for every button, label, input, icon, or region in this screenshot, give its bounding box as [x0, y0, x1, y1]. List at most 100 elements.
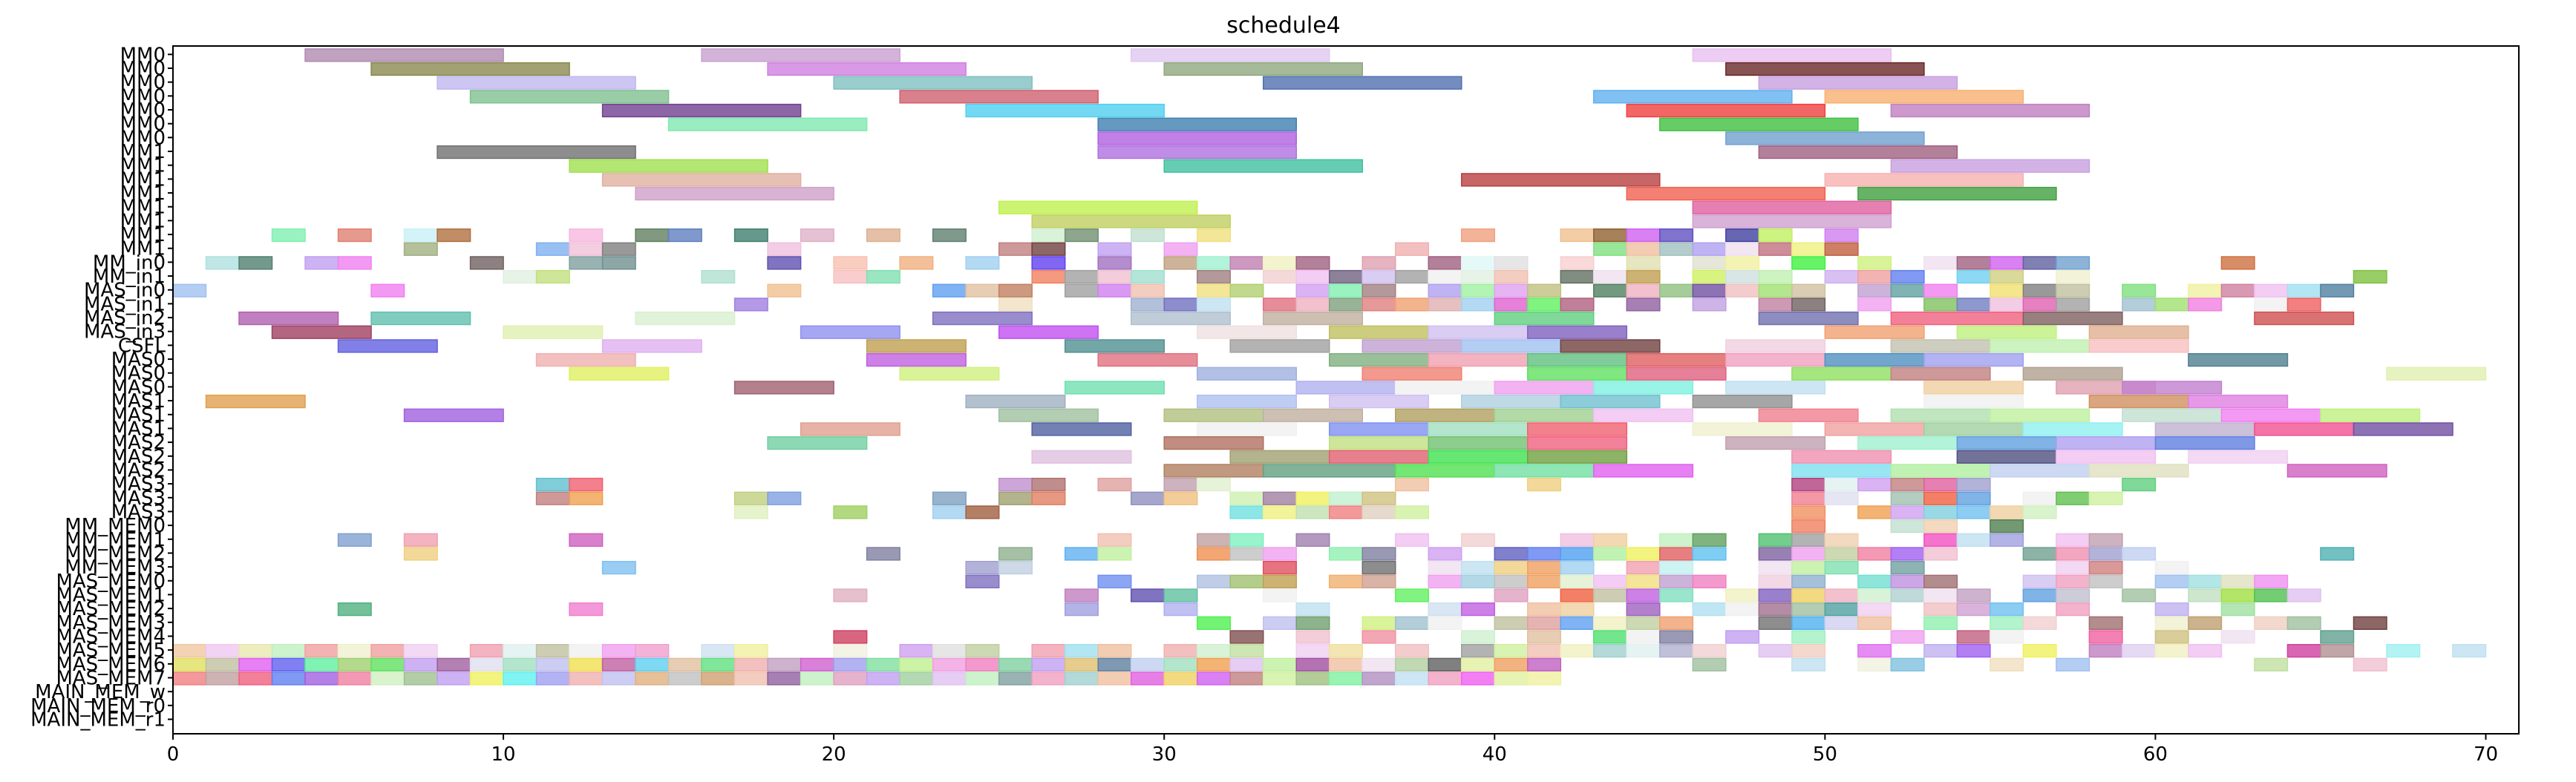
schedule-bar	[833, 588, 868, 602]
schedule-bar	[1659, 117, 1859, 131]
schedule-bar	[1923, 602, 1958, 617]
schedule-bar	[1428, 256, 1462, 270]
schedule-bar	[1196, 616, 1231, 630]
schedule-bar	[1229, 671, 1264, 686]
schedule-bar	[635, 671, 670, 686]
schedule-bar	[1196, 325, 1297, 339]
schedule-bar	[1328, 450, 1430, 464]
schedule-bar	[1196, 477, 1231, 492]
schedule-bar	[1758, 311, 1859, 326]
schedule-bar	[1560, 394, 1661, 409]
y-tick-label: MAS_in1	[84, 293, 166, 315]
schedule-bar	[503, 269, 537, 284]
schedule-bar	[1395, 477, 1430, 492]
schedule-bar	[2353, 269, 2387, 284]
schedule-bar	[1229, 283, 1264, 298]
schedule-bar	[1163, 643, 1198, 658]
schedule-bar	[2088, 560, 2123, 575]
schedule-bar	[1428, 283, 1462, 298]
x-tick-label: 10	[491, 743, 516, 766]
schedule-bar	[1692, 602, 1727, 617]
schedule-bar	[998, 283, 1033, 298]
schedule-bar	[1890, 269, 1925, 284]
schedule-bar	[2022, 367, 2123, 381]
schedule-bar	[2154, 630, 2189, 644]
schedule-bar	[932, 657, 967, 671]
schedule-bar	[271, 325, 372, 339]
schedule-bar	[1064, 547, 1099, 561]
schedule-bar	[1163, 298, 1198, 312]
schedule-bar	[1725, 352, 1826, 367]
schedule-bar	[172, 657, 207, 671]
schedule-bar	[569, 242, 604, 256]
schedule-bar	[1560, 298, 1595, 312]
schedule-bar	[238, 671, 273, 686]
schedule-bar	[1791, 491, 1826, 505]
schedule-bar	[569, 228, 604, 243]
schedule-bar	[370, 283, 405, 298]
schedule-bar	[601, 657, 636, 671]
schedule-bar	[2220, 283, 2255, 298]
schedule-bar	[1295, 256, 1330, 270]
schedule-bar	[1196, 394, 1297, 409]
schedule-bar	[701, 657, 736, 671]
schedule-bar	[1560, 588, 1595, 602]
schedule-bar	[899, 643, 934, 658]
schedule-bar	[1130, 657, 1165, 671]
schedule-bar	[238, 311, 339, 326]
schedule-bar	[1824, 533, 1859, 547]
schedule-bar	[1097, 671, 1132, 686]
schedule-bar	[899, 657, 934, 671]
schedule-bar	[1593, 588, 1628, 602]
y-tick-label: MM0	[120, 114, 166, 136]
schedule-bar	[1990, 283, 2024, 298]
schedule-bar	[1659, 560, 1694, 575]
schedule-bar	[1593, 533, 1628, 547]
schedule-bar	[2056, 657, 2090, 671]
schedule-bar	[370, 671, 405, 686]
schedule-bar	[1031, 228, 1066, 243]
schedule-bar	[1791, 533, 1826, 547]
schedule-bar	[2254, 283, 2289, 298]
schedule-bar	[2056, 547, 2090, 561]
schedule-bar	[1361, 256, 1396, 270]
schedule-bar	[1758, 408, 1859, 422]
schedule-bar	[2088, 533, 2123, 547]
schedule-bar	[1692, 283, 1727, 298]
schedule-bar	[205, 643, 240, 658]
schedule-bar	[1428, 298, 1462, 312]
schedule-bar	[569, 477, 604, 492]
schedule-bar	[2386, 367, 2487, 381]
schedule-bar	[1890, 408, 1991, 422]
schedule-bar	[1461, 574, 1496, 588]
y-tick-label: MAS1	[111, 390, 166, 413]
schedule-bar	[403, 533, 438, 547]
schedule-bar	[1494, 547, 1529, 561]
schedule-bar	[172, 671, 207, 686]
schedule-bar	[1626, 228, 1661, 243]
schedule-bar	[833, 643, 868, 658]
schedule-bar	[1990, 657, 2024, 671]
schedule-bar	[2188, 283, 2223, 298]
schedule-bar	[899, 90, 1099, 104]
schedule-bar	[701, 643, 736, 658]
schedule-bar	[1990, 269, 2024, 284]
schedule-bar	[1923, 256, 1958, 270]
schedule-bar	[998, 325, 1099, 339]
schedule-bar	[1527, 602, 1562, 617]
schedule-bar	[403, 228, 438, 243]
schedule-bar	[1295, 283, 1330, 298]
schedule-bar	[667, 228, 702, 243]
schedule-bar	[1428, 602, 1462, 617]
schedule-bar	[1560, 256, 1595, 270]
schedule-bar	[2286, 643, 2321, 658]
schedule-bar	[1361, 269, 1396, 284]
schedule-bar	[1791, 574, 1826, 588]
y-tick-label: MM0	[120, 58, 166, 80]
schedule-bar	[635, 228, 670, 243]
schedule-bar	[2122, 283, 2157, 298]
schedule-bar	[1956, 325, 2057, 339]
schedule-bar	[370, 657, 405, 671]
schedule-bar	[1361, 616, 1396, 630]
